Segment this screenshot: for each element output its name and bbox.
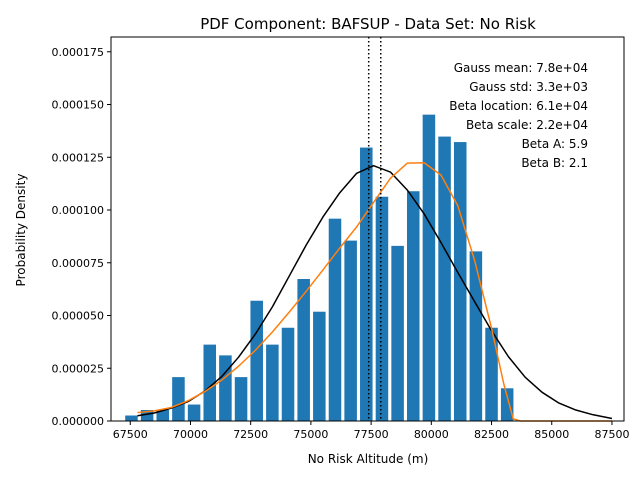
fit-parameter-label: Beta scale: 2.2e+04 — [466, 118, 588, 132]
histogram-bar — [406, 191, 420, 421]
y-tick-label: 0.000075 — [52, 257, 105, 270]
histogram-bar — [234, 377, 248, 421]
x-tick-label: 82500 — [474, 428, 509, 441]
x-tick-label: 80000 — [414, 428, 449, 441]
y-axis-ticks: 0.000000 0.000025 0.000050 0.000075 0.000100… — [52, 46, 111, 428]
histogram-bar — [453, 142, 467, 422]
fit-parameter-label: Gauss std: 3.3e+03 — [469, 80, 588, 94]
fit-parameter-annotations: Gauss mean: 7.8e+04 Gauss std: 3.3e+03 Bet… — [449, 61, 588, 170]
histogram-bar — [297, 279, 310, 421]
histogram-bar — [172, 377, 185, 421]
histogram-bar — [266, 344, 279, 421]
histogram-bars — [125, 114, 514, 422]
x-tick-label: 72500 — [233, 428, 268, 441]
x-axis-ticks: 67500 70000 72500 75000 77500 80000 82500 85000… — [113, 421, 629, 441]
histogram-bar — [125, 415, 138, 421]
y-tick-label: 0.000150 — [52, 99, 105, 112]
histogram-bar — [187, 404, 201, 421]
axes-frame — [110, 36, 625, 422]
histogram-bar — [156, 410, 170, 421]
histogram-bar — [219, 355, 232, 421]
histogram-bar — [485, 327, 498, 421]
y-tick-label: 0.000025 — [52, 362, 105, 375]
fit-parameter-label: Beta B: 2.1 — [521, 156, 588, 170]
series-line-gauss — [137, 164, 613, 420]
histogram-bar — [344, 240, 357, 421]
chart-title: PDF Component: BAFSUP - Data Set: No Ris… — [200, 15, 536, 33]
histogram-bar — [140, 410, 154, 421]
x-tick-label: 75000 — [293, 428, 328, 441]
y-tick-label: 0.000100 — [52, 204, 105, 217]
x-tick-label: 85000 — [534, 428, 569, 441]
histogram-bar — [281, 327, 295, 421]
histogram-bar — [422, 114, 436, 422]
fit-parameter-label: Beta A: 5.9 — [522, 137, 588, 151]
x-axis-label: No Risk Altitude (m) — [308, 452, 429, 466]
x-tick-label: 67500 — [113, 428, 148, 441]
x-tick-label: 87500 — [594, 428, 629, 441]
histogram-bar — [438, 136, 451, 422]
histogram-bar — [375, 196, 389, 421]
histogram-bar — [250, 300, 263, 421]
histogram-bar — [500, 388, 514, 421]
y-axis-label: Probability Density — [14, 174, 28, 287]
series-line-beta — [137, 162, 612, 422]
y-tick-label: 0.000000 — [52, 415, 105, 428]
y-tick-label: 0.000125 — [52, 151, 105, 164]
fit-curves — [137, 162, 613, 422]
histogram-bar — [469, 251, 483, 421]
histogram-bar — [203, 344, 217, 421]
histogram-bar — [360, 147, 373, 422]
plot-area — [125, 37, 613, 422]
histogram-bar — [391, 245, 404, 421]
x-tick-label: 77500 — [354, 428, 389, 441]
y-tick-label: 0.000050 — [52, 310, 105, 323]
mean-lines — [367, 37, 382, 421]
y-tick-label: 0.000175 — [52, 46, 105, 59]
fit-parameter-label: Gauss mean: 7.8e+04 — [454, 61, 588, 75]
histogram-bar — [313, 311, 326, 421]
fit-parameter-label: Beta location: 6.1e+04 — [449, 99, 588, 113]
x-tick-label: 70000 — [173, 428, 208, 441]
histogram-bar — [328, 218, 342, 421]
